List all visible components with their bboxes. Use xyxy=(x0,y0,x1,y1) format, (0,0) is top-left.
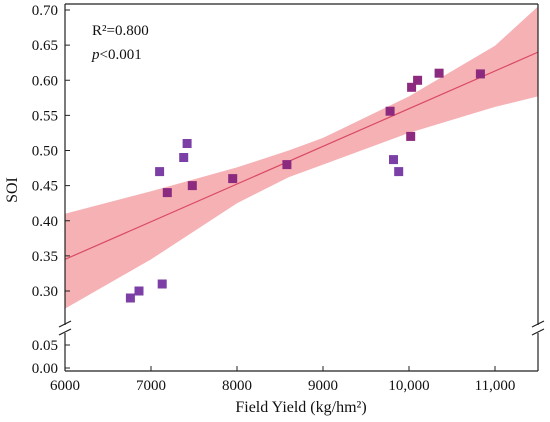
axis-break-mark-left-2 xyxy=(58,328,72,336)
axes-layer xyxy=(58,3,545,372)
ticks-layer: 6000 7000 8000 9000 10,000 11,000 0.30 0.35 0.40… xyxy=(32,3,516,394)
x-tick-label-5: 11,000 xyxy=(475,378,516,394)
data-point-15 xyxy=(407,82,417,92)
p-value-annotation: p<0.001 xyxy=(91,47,142,63)
p-symbol: p xyxy=(91,47,100,63)
data-point-2 xyxy=(134,286,144,296)
data-point-14 xyxy=(406,131,416,141)
points-layer xyxy=(125,68,485,303)
data-point-17 xyxy=(434,68,444,78)
data-point-5 xyxy=(162,188,172,198)
data-point-16 xyxy=(413,75,423,85)
y-tick-label-lower-1: 0.05 xyxy=(32,338,58,354)
x-tick-label-0: 6000 xyxy=(50,378,80,394)
data-point-10 xyxy=(282,160,292,170)
data-point-3 xyxy=(155,167,165,177)
data-point-11 xyxy=(385,106,395,116)
data-point-9 xyxy=(228,174,238,184)
fit-line xyxy=(65,51,538,260)
axis-break-mark-left-1 xyxy=(58,320,72,328)
axis-break-mark-right-2 xyxy=(531,328,545,336)
y-tick-label-lower-0: 0.00 xyxy=(32,361,58,377)
y-tick-label-upper-1: 0.35 xyxy=(32,249,58,265)
data-point-13 xyxy=(394,167,404,177)
y-tick-label-upper-0: 0.30 xyxy=(32,284,58,300)
y-tick-label-upper-5: 0.55 xyxy=(32,108,58,124)
fit-line-layer xyxy=(65,51,538,260)
x-tick-label-2: 8000 xyxy=(222,378,252,394)
data-point-7 xyxy=(182,139,192,148)
y-tick-label-upper-7: 0.65 xyxy=(32,38,58,54)
y-tick-label-upper-3: 0.45 xyxy=(32,179,58,195)
confidence-band-layer xyxy=(65,6,538,309)
p-value: <0.001 xyxy=(100,47,142,63)
data-point-8 xyxy=(187,181,197,191)
data-point-1 xyxy=(125,293,135,303)
data-point-4 xyxy=(157,279,167,289)
axis-break-mark-right-1 xyxy=(531,320,545,328)
x-axis-title: Field Yield (kg/hm²) xyxy=(235,399,366,416)
y-tick-label-upper-4: 0.50 xyxy=(32,144,58,160)
confidence-band xyxy=(65,6,538,309)
y-tick-label-upper-2: 0.40 xyxy=(32,214,58,230)
x-tick-label-1: 7000 xyxy=(136,378,166,394)
data-point-12 xyxy=(389,155,398,165)
data-point-6 xyxy=(179,153,189,162)
data-point-18 xyxy=(475,69,485,79)
x-tick-label-3: 9000 xyxy=(308,378,338,394)
y-tick-label-upper-6: 0.60 xyxy=(32,73,58,89)
r-squared-annotation: R²=0.800 xyxy=(92,23,149,39)
x-tick-label-4: 10,000 xyxy=(388,378,429,394)
y-axis-title: SOI xyxy=(4,177,21,203)
y-tick-label-upper-8: 0.70 xyxy=(32,3,58,19)
